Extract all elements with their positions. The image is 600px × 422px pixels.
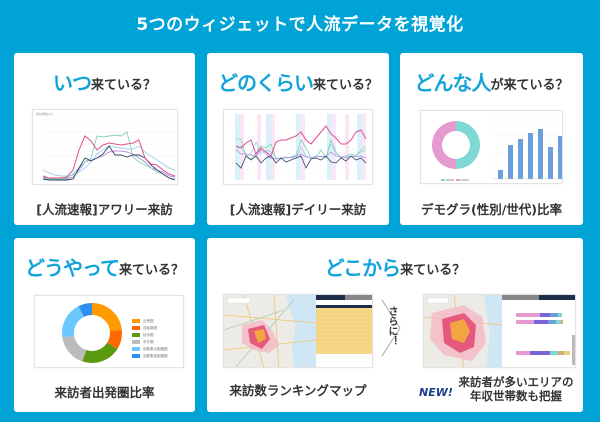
more-label: さらに！ <box>386 306 397 346</box>
card-caption: [人流速報]アワリー来訪 <box>36 202 173 217</box>
daily-line-chart <box>223 109 373 185</box>
heading-highlight: どうやって <box>24 256 120 280</box>
card-heading: いつ来ている？ <box>14 67 195 96</box>
heading-highlight: いつ <box>52 71 92 95</box>
card-heading: どうやって来ている？ <box>14 252 195 281</box>
widget-card-demographics[interactable]: どんな人が来ている？ デモグラ(性別/世代 <box>400 53 583 225</box>
chevron-right-icon <box>381 299 401 357</box>
card-heading: どこから来ている？ <box>207 252 583 281</box>
heading-rest: が来ている？ <box>490 78 569 93</box>
legend-item: 市外圏 <box>132 339 168 345</box>
ranking-map-graphic <box>224 295 372 367</box>
income-caption-line1: 来訪者が多いエリアの <box>458 375 574 389</box>
page-title: 5つのウィジェットで人流データを視覚化 <box>136 15 464 35</box>
legend-item: 自転車圏 <box>132 325 168 331</box>
widget-card-hourly[interactable]: いつ来ている？ 来訪者数(人) [人流速報]アワリー来訪 <box>14 53 195 225</box>
hourly-line-chart: 来訪者数(人) <box>32 109 178 185</box>
more-arrow: さらに！ <box>380 298 404 358</box>
card-caption: デモグラ(性別/世代)比率 <box>421 202 562 217</box>
heading-rest: 来ている？ <box>90 78 156 93</box>
legend-item: 近傍圏 <box>132 318 168 324</box>
gender-donut-and-age-bar-graphic <box>432 116 562 181</box>
heading-highlight: どんな人 <box>414 71 491 95</box>
line-chart-graphic: 来訪者数(人) <box>36 111 176 181</box>
origin-donut-graphic <box>62 303 122 363</box>
card-heading: どんな人が来ている？ <box>400 67 583 96</box>
income-caption-line2: 年収世帯数も把握 <box>470 389 562 403</box>
heading-highlight: どのくらい <box>217 71 314 95</box>
income-map-screenshot <box>423 294 576 368</box>
heading-rest: 来ている？ <box>118 263 184 278</box>
ranking-map-screenshot <box>223 294 373 368</box>
new-badge: NEW! <box>419 386 453 399</box>
origin-legend: 近傍圏 自転車圏 徒歩圏 市外圏 自動車近距離圏 自動車遠距離圏 <box>132 318 168 360</box>
heading-highlight: どこから <box>324 256 401 280</box>
demographics-charts <box>420 110 563 184</box>
card-heading: どのくらい来ている？ <box>207 67 389 96</box>
card-caption: 来訪者出発圏比率 <box>54 385 155 400</box>
line-chart-graphic <box>232 114 370 180</box>
card-caption: [人流速報]デイリー来訪 <box>229 202 367 217</box>
income-map-graphic <box>424 295 575 367</box>
heading-rest: 来ている？ <box>312 78 378 93</box>
legend-item: 徒歩圏 <box>132 332 168 338</box>
ranking-map-caption: 来訪数ランキングマップ <box>229 383 367 398</box>
heading-rest: 来ている？ <box>400 263 466 278</box>
svg-text:来訪者数(人): 来訪者数(人) <box>36 111 53 116</box>
legend-item: 自動車遠距離圏 <box>132 353 168 359</box>
widget-card-where[interactable]: どこから来ている？ 来訪数ランキングマップ さらに！ <box>207 238 583 412</box>
widget-card-daily[interactable]: どのくらい来ている？ [人流速報]デイリー来訪 <box>207 53 389 225</box>
origin-donut-chart: 近傍圏 自転車圏 徒歩圏 市外圏 自動車近距離圏 自動車遠距離圏 <box>34 295 184 368</box>
widget-card-origin[interactable]: どうやって来ている？ 近傍圏 自転車圏 徒歩圏 市外圏 自動車近距離圏 自動車遠… <box>14 238 195 412</box>
legend-item: 自動車近距離圏 <box>132 346 168 352</box>
income-map-caption: 来訪者が多いエリアの 年収世帯数も把握 <box>453 375 579 403</box>
